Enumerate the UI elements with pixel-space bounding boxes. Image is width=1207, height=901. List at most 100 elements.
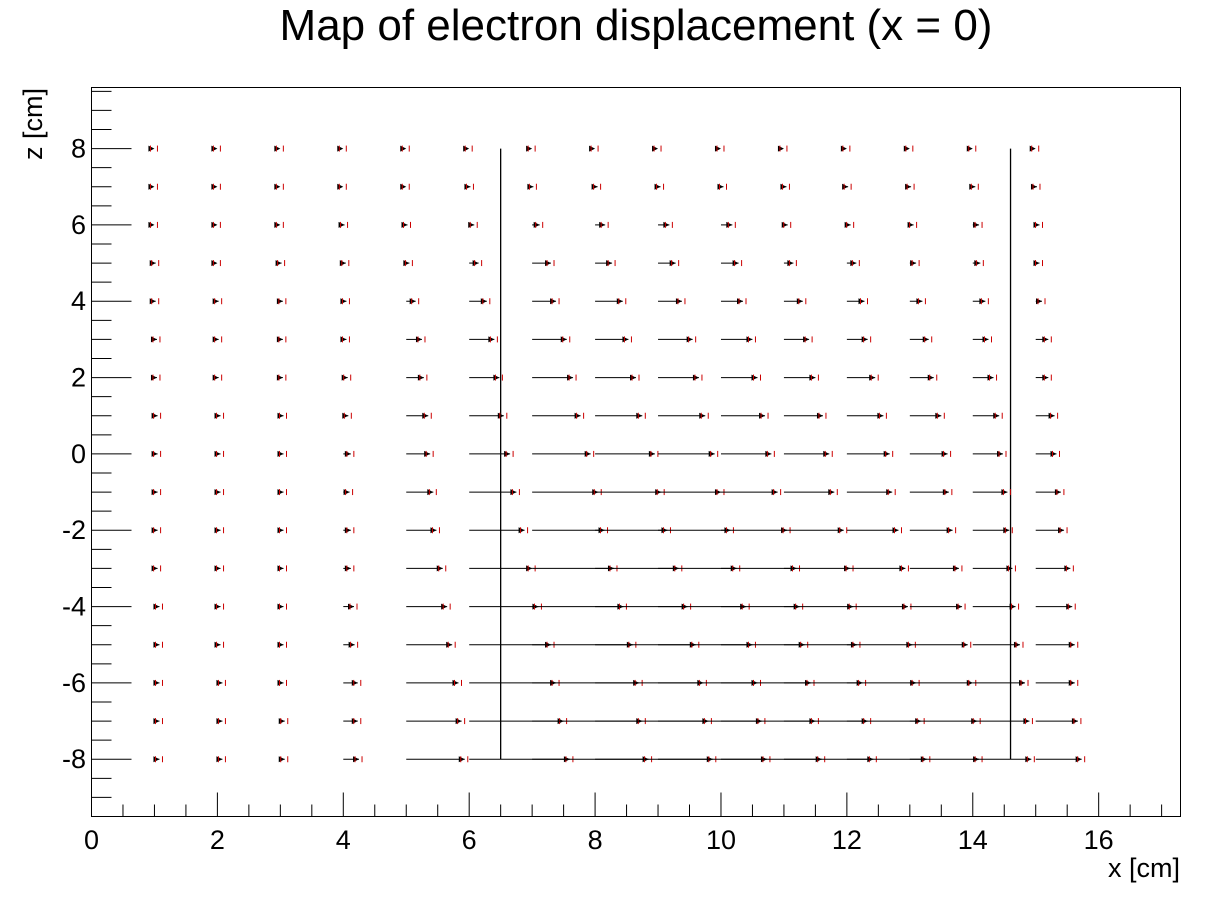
- displacement-arrow: [148, 221, 158, 228]
- displacement-arrow: [783, 450, 833, 457]
- displacement-arrow: [658, 489, 725, 496]
- arrow-head: [796, 298, 803, 305]
- displacement-arrow: [469, 450, 514, 457]
- displacement-arrow: [846, 260, 860, 267]
- displacement-arrow: [469, 336, 498, 343]
- arrow-head: [765, 450, 772, 457]
- arrow-head: [1048, 412, 1055, 419]
- displacement-arrow: [400, 145, 410, 152]
- arrow-head: [338, 221, 345, 228]
- arrow-head: [777, 145, 784, 152]
- displacement-arrow: [658, 412, 709, 419]
- displacement-arrow: [846, 298, 869, 305]
- arrow-head: [1030, 183, 1037, 190]
- displacement-arrow: [903, 145, 914, 152]
- displacement-arrow: [909, 374, 938, 381]
- arrow-head: [966, 145, 973, 152]
- arrow-head: [430, 527, 437, 534]
- displacement-arrow: [343, 527, 355, 534]
- arrow-head: [1001, 489, 1008, 496]
- displacement-arrow: [532, 412, 585, 419]
- displacement-arrow: [720, 527, 791, 534]
- displacement-arrow: [1035, 450, 1060, 457]
- displacement-arrow: [846, 374, 879, 381]
- arrow-head: [648, 450, 655, 457]
- arrow-head: [211, 183, 218, 190]
- arrow-head: [214, 489, 221, 496]
- arrow-head: [275, 260, 282, 267]
- displacement-arrow: [469, 260, 483, 267]
- displacement-arrow: [595, 221, 609, 228]
- displacement-arrow: [469, 565, 536, 572]
- displacement-arrow: [406, 298, 420, 305]
- arrow-head: [599, 221, 606, 228]
- arrow-head: [941, 450, 948, 457]
- arrow-head: [276, 374, 283, 381]
- arrow-head: [877, 412, 884, 419]
- arrow-head: [956, 603, 963, 610]
- arrow-head: [1068, 641, 1075, 648]
- displacement-arrow: [720, 412, 769, 419]
- displacement-arrow: [403, 260, 413, 267]
- arrow-head: [274, 145, 281, 152]
- displacement-arrow: [343, 756, 363, 763]
- displacement-arrow: [343, 641, 359, 648]
- displacement-arrow: [274, 183, 284, 190]
- arrow-head: [1006, 565, 1013, 572]
- displacement-arrow: [278, 718, 289, 725]
- arrow-head: [344, 450, 351, 457]
- displacement-arrow: [1035, 489, 1065, 496]
- arrow-head: [277, 641, 284, 648]
- arrow-head: [148, 145, 155, 152]
- displacement-arrow: [211, 221, 221, 228]
- arrow-head: [840, 145, 847, 152]
- arrow-head: [630, 374, 636, 381]
- displacement-arrow: [658, 336, 697, 343]
- displacement-arrow: [406, 603, 451, 610]
- arrow-head: [993, 412, 1000, 419]
- arrow-head: [493, 374, 500, 381]
- arrow-head: [277, 527, 284, 534]
- arrow-head: [550, 298, 557, 305]
- arrow-head: [979, 298, 986, 305]
- y-tick-label: 6: [71, 210, 86, 240]
- displacement-arrow: [595, 450, 659, 457]
- displacement-arrow: [972, 412, 1003, 419]
- arrow-head: [342, 412, 349, 419]
- arrow-head: [910, 260, 917, 267]
- displacement-arrow: [153, 641, 163, 648]
- arrow-head: [935, 412, 942, 419]
- displacement-arrow: [153, 756, 163, 763]
- displacement-arrow: [842, 183, 852, 190]
- arrow-head: [455, 718, 462, 725]
- arrow-head: [351, 679, 358, 686]
- displacement-arrow: [972, 718, 1033, 725]
- displacement-arrow: [214, 603, 225, 610]
- arrow-head: [714, 489, 721, 496]
- displacement-arrow: [275, 260, 286, 267]
- displacement-arrow: [846, 603, 912, 610]
- displacement-arrow: [972, 298, 989, 305]
- displacement-arrow: [781, 221, 792, 228]
- arrow-head: [654, 183, 661, 190]
- arrow-head: [480, 298, 487, 305]
- displacement-arrow: [909, 756, 983, 763]
- arrow-head: [1033, 260, 1040, 267]
- displacement-arrow: [972, 756, 1035, 763]
- arrow-head: [1042, 374, 1049, 381]
- displacement-arrow: [595, 412, 646, 419]
- displacement-arrow: [532, 260, 555, 267]
- displacement-arrow: [211, 145, 221, 152]
- displacement-arrow: [216, 679, 226, 686]
- displacement-arrow: [783, 260, 797, 267]
- arrow-head: [916, 298, 923, 305]
- arrow-head: [277, 489, 284, 496]
- displacement-arrow: [337, 145, 347, 152]
- displacement-arrow: [153, 603, 163, 610]
- arrow-head: [717, 183, 724, 190]
- displacement-arrow: [148, 183, 158, 190]
- displacement-arrow: [595, 298, 627, 305]
- arrow-head: [966, 679, 973, 686]
- arrow-head: [153, 603, 160, 610]
- y-tick-label: -8: [62, 744, 86, 774]
